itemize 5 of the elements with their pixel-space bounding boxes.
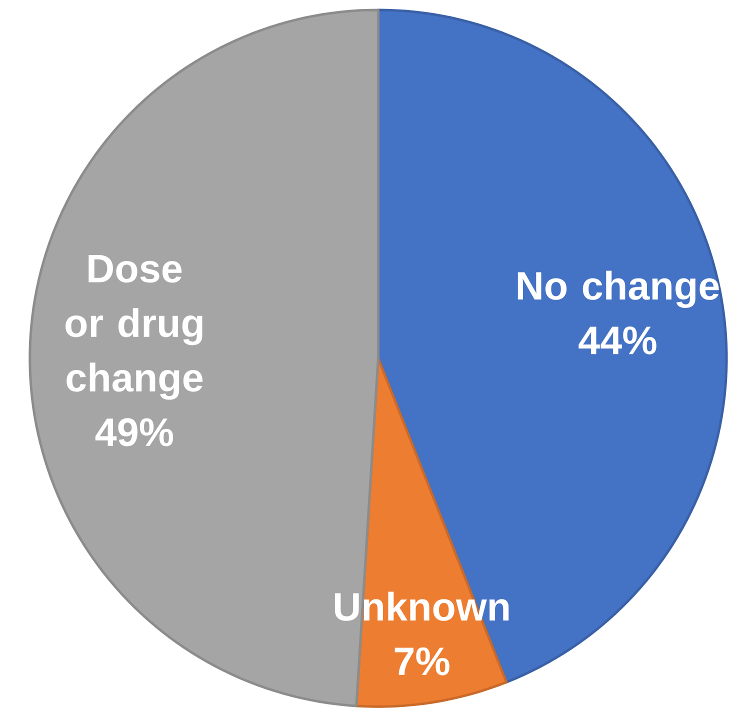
data-label: 44%: [578, 326, 656, 355]
slice-label: No change: [518, 270, 719, 308]
slice-label: Dose or drug change: [66, 255, 203, 400]
data-label: 7%: [394, 648, 450, 676]
data-label: 49%: [95, 418, 174, 446]
